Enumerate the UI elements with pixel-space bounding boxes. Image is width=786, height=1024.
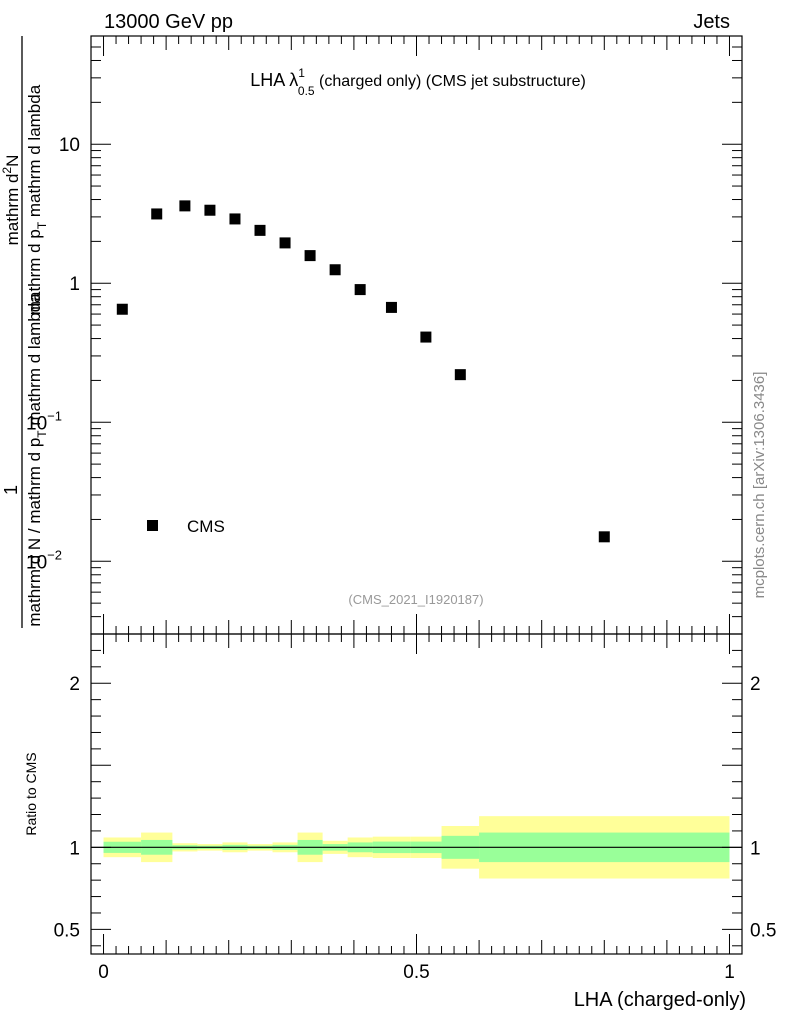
data-point: [454, 369, 466, 381]
x-tick-label: 0.5: [403, 962, 429, 983]
data-point: [279, 237, 291, 249]
x-tick-label: 1: [724, 962, 735, 983]
y-label-one: 1: [1, 485, 21, 495]
main-ticks: [91, 35, 742, 635]
ratio-y-axis-label: Ratio to CMS: [23, 752, 39, 835]
y-label-numerator-line2: mathrm d pT mathrm d lambda: [25, 84, 49, 315]
x-axis-label: LHA (charged-only): [574, 989, 746, 1011]
main-ytick-labels: 10 1 10−1 10−2: [26, 135, 80, 573]
main-y-axis-label: 1 mathrm d N / mathrm d pT mathrm d lamb…: [0, 36, 49, 628]
data-point: [179, 200, 191, 212]
y-label-denominator: mathrm d N / mathrm d pT mathrm d lambda: [25, 293, 49, 627]
data-point: [116, 303, 128, 315]
ratio-y-tick-label: 1: [69, 838, 80, 859]
data-point: [229, 213, 241, 225]
legend-label: CMS: [187, 517, 225, 536]
ratio-y-tick-label-right: 0.5: [750, 920, 776, 941]
data-point: [598, 531, 610, 543]
y-tick-label: 10−2: [26, 547, 62, 573]
xtick-labels: 0 0.5 1: [98, 962, 735, 983]
ratio-y-tick-label-right: 1: [750, 838, 761, 859]
ratio-y-tick-label: 0.5: [54, 920, 80, 941]
data-point: [151, 208, 163, 220]
analysis-id: (CMS_2021_I1920187): [348, 592, 483, 607]
data-point: [204, 204, 216, 216]
ratio-ticks: [91, 634, 742, 954]
y-tick-label: 1: [69, 274, 80, 295]
legend-marker: [147, 520, 158, 531]
data-points: [116, 200, 610, 543]
data-point: [329, 264, 341, 276]
data-point: [254, 224, 266, 236]
ratio-y-tick-label-right: 2: [750, 674, 761, 695]
main-frame: [90, 35, 743, 635]
main-panel: 10 1 10−1 10−2 LHA λ1 0.5 (charged only) (CM…: [26, 35, 743, 635]
data-point: [420, 331, 432, 343]
y-label-numerator: mathrm d2N: [0, 155, 22, 246]
ratio-frame: [90, 633, 743, 955]
data-point: [354, 284, 366, 296]
plot-title: LHA λ1 0.5 (charged only) (CMS jet substr…: [250, 66, 586, 98]
y-tick-label: 10−1: [26, 408, 62, 434]
ratio-panel: 2 21 10.5 0.5 0 0.5 1: [54, 633, 777, 983]
header-right: Jets: [693, 11, 730, 33]
header-left: 13000 GeV pp: [104, 11, 233, 33]
data-point: [304, 250, 316, 262]
ratio-ytick-labels: 2 2 1 1 0.5 0.5: [54, 674, 777, 941]
y-tick-label: 10: [59, 135, 80, 156]
x-tick-label: 0: [98, 962, 109, 983]
ratio-y-tick-label: 2: [69, 674, 80, 695]
data-point: [385, 301, 397, 313]
watermark: mcplots.cern.ch [arXiv:1306.3436]: [751, 372, 768, 599]
